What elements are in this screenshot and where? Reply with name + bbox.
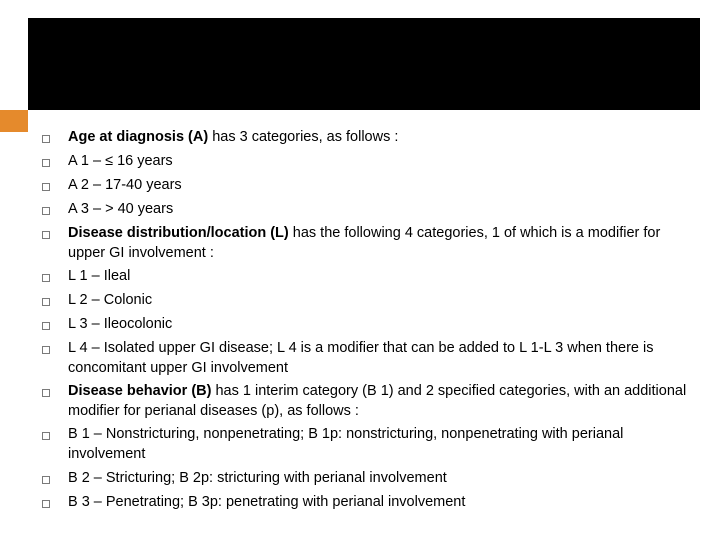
list-item: A 1 – ≤ 16 years — [42, 152, 690, 172]
list-item: L 3 – Ileocolonic — [42, 315, 690, 335]
square-bullet-icon — [42, 469, 68, 489]
list-item: B 3 – Penetrating; B 3p: penetrating wit… — [42, 493, 690, 513]
bullet-box — [42, 231, 50, 239]
list-item: L 4 – Isolated upper GI disease; L 4 is … — [42, 339, 690, 378]
bullet-box — [42, 432, 50, 440]
list-item-rest: L 3 – Ileocolonic — [68, 316, 172, 332]
list-item-text: Disease behavior (B) has 1 interim categ… — [68, 382, 690, 421]
accent-block — [0, 110, 28, 132]
bullet-box — [42, 159, 50, 167]
list-item-bold: Age at diagnosis (A) — [68, 129, 208, 145]
bullet-box — [42, 298, 50, 306]
list-item-rest: L 1 – Ileal — [68, 268, 130, 284]
list-item-rest: L 4 – Isolated upper GI disease; L 4 is … — [68, 340, 653, 376]
list-item: A 2 – 17-40 years — [42, 176, 690, 196]
bullet-box — [42, 135, 50, 143]
list-item-text: L 4 – Isolated upper GI disease; L 4 is … — [68, 339, 690, 378]
square-bullet-icon — [42, 291, 68, 311]
square-bullet-icon — [42, 425, 68, 445]
list-item: Disease behavior (B) has 1 interim categ… — [42, 382, 690, 421]
bullet-box — [42, 183, 50, 191]
list-item-bold: Disease distribution/location (L) — [68, 225, 289, 241]
list-item-text: Disease distribution/location (L) has th… — [68, 224, 690, 263]
list-item-bold: Disease behavior (B) — [68, 383, 211, 399]
list-item: L 1 – Ileal — [42, 267, 690, 287]
list-item-text: B 2 – Stricturing; B 2p: stricturing wit… — [68, 469, 690, 489]
bullet-box — [42, 322, 50, 330]
square-bullet-icon — [42, 382, 68, 402]
square-bullet-icon — [42, 200, 68, 220]
list-item-rest: B 1 – Nonstricturing, nonpenetrating; B … — [68, 426, 623, 462]
bullet-box — [42, 476, 50, 484]
list-item-text: L 2 – Colonic — [68, 291, 690, 311]
list-item-text: A 1 – ≤ 16 years — [68, 152, 690, 172]
list-item: A 3 – > 40 years — [42, 200, 690, 220]
content-area: Age at diagnosis (A) has 3 categories, a… — [42, 128, 690, 517]
list-item-rest: A 2 – 17-40 years — [68, 177, 182, 193]
list-item-rest: A 1 – ≤ 16 years — [68, 153, 173, 169]
list-item-text: Age at diagnosis (A) has 3 categories, a… — [68, 128, 690, 148]
list-item-rest: B 3 – Penetrating; B 3p: penetrating wit… — [68, 494, 465, 510]
square-bullet-icon — [42, 493, 68, 513]
title-bar — [28, 18, 700, 110]
square-bullet-icon — [42, 315, 68, 335]
bullet-box — [42, 500, 50, 508]
slide: Age at diagnosis (A) has 3 categories, a… — [0, 0, 720, 540]
list-item-text: L 3 – Ileocolonic — [68, 315, 690, 335]
square-bullet-icon — [42, 339, 68, 359]
list-item-text: B 3 – Penetrating; B 3p: penetrating wit… — [68, 493, 690, 513]
square-bullet-icon — [42, 267, 68, 287]
list-item-rest: L 2 – Colonic — [68, 292, 152, 308]
square-bullet-icon — [42, 152, 68, 172]
list-item: B 2 – Stricturing; B 2p: stricturing wit… — [42, 469, 690, 489]
list-item-rest: B 2 – Stricturing; B 2p: stricturing wit… — [68, 470, 447, 486]
square-bullet-icon — [42, 176, 68, 196]
list-item: B 1 – Nonstricturing, nonpenetrating; B … — [42, 425, 690, 464]
list-item-rest: has 3 categories, as follows : — [208, 129, 398, 145]
square-bullet-icon — [42, 224, 68, 244]
bullet-box — [42, 207, 50, 215]
bullet-box — [42, 389, 50, 397]
list-item: Age at diagnosis (A) has 3 categories, a… — [42, 128, 690, 148]
bullet-box — [42, 274, 50, 282]
square-bullet-icon — [42, 128, 68, 148]
list-item: L 2 – Colonic — [42, 291, 690, 311]
bullet-box — [42, 346, 50, 354]
list-item-text: L 1 – Ileal — [68, 267, 690, 287]
list-item-text: A 2 – 17-40 years — [68, 176, 690, 196]
list-item-text: B 1 – Nonstricturing, nonpenetrating; B … — [68, 425, 690, 464]
list-item-text: A 3 – > 40 years — [68, 200, 690, 220]
list-item-rest: A 3 – > 40 years — [68, 201, 173, 217]
list-item: Disease distribution/location (L) has th… — [42, 224, 690, 263]
